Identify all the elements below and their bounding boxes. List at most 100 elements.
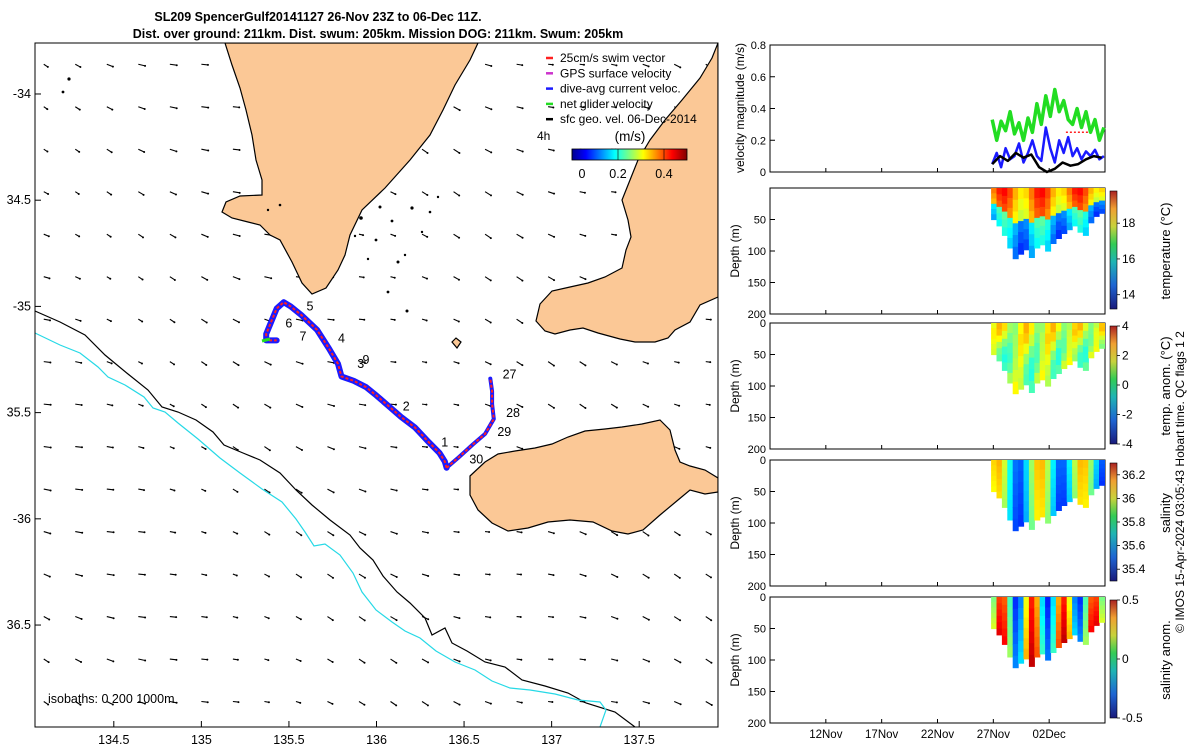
current-vector-head <box>709 576 712 579</box>
current-vector-head <box>489 616 492 619</box>
section-cell <box>996 213 1003 221</box>
section-cell <box>1055 493 1062 503</box>
section-y-tick-label: 0 <box>760 318 766 330</box>
section-cell <box>1066 624 1073 633</box>
current-vector <box>138 531 145 533</box>
current-vector-head <box>709 318 712 321</box>
section-cell <box>1050 634 1057 644</box>
section-cell <box>1055 221 1062 231</box>
section-cell <box>1072 200 1079 208</box>
section-cell <box>1050 206 1057 217</box>
current-vector-head <box>238 106 241 109</box>
section-cell <box>1034 479 1041 491</box>
section-cell <box>1007 372 1014 384</box>
current-vector <box>169 233 176 238</box>
current-vector-head <box>521 107 524 110</box>
current-vector <box>264 403 271 409</box>
section-ylabel: Depth (m) <box>728 359 742 412</box>
current-vector <box>516 361 523 366</box>
current-vector-head <box>583 191 586 194</box>
section-cell <box>1045 481 1052 493</box>
current-vector-head <box>47 661 50 664</box>
section-cell <box>1039 478 1046 489</box>
current-vector-head <box>489 237 492 240</box>
current-vector-head <box>80 361 83 364</box>
section-cell <box>1099 468 1105 474</box>
section-y-tick-label: 150 <box>748 550 766 562</box>
current-vector <box>705 616 712 621</box>
current-vector-head <box>174 531 177 534</box>
section-cell <box>1012 644 1019 657</box>
map-x-tick-label: 136.5 <box>448 733 479 747</box>
current-vector-head <box>457 404 460 407</box>
velocity-ylabel: velocity magnitude (m/s) <box>733 43 747 173</box>
current-vector-head <box>172 405 175 408</box>
current-vector-head <box>331 661 334 664</box>
isobath-label: isobaths: 0 200 1000m <box>48 692 174 706</box>
current-vector-head <box>709 533 712 536</box>
current-vector <box>43 573 51 578</box>
section-cell <box>1072 491 1079 499</box>
section-cell <box>996 329 1003 337</box>
title-line-1: SL209 SpencerGulf20141127 26-Nov 23Z to … <box>154 10 481 24</box>
section-cell <box>1023 188 1030 199</box>
current-vector-head <box>205 574 208 577</box>
current-vector-head <box>49 403 52 406</box>
section-cell <box>1066 597 1073 605</box>
section-y-tick-label: 100 <box>748 655 766 667</box>
current-vector <box>43 446 51 449</box>
current-vector <box>295 403 303 408</box>
current-vector-head <box>490 108 493 111</box>
map-y-axis: -34 34.5 -35 35.5 -36 36.5 <box>7 87 41 632</box>
current-vector-head <box>457 488 460 491</box>
section-cell <box>1088 351 1095 359</box>
section-cell <box>1028 188 1035 201</box>
section-y-tick-label: 0 <box>760 455 766 467</box>
current-vector-head <box>205 321 208 324</box>
current-vector <box>327 531 334 536</box>
current-vector <box>673 63 681 68</box>
current-vector-head <box>394 193 397 196</box>
current-vector-head <box>48 277 51 280</box>
current-vector-head <box>141 320 144 323</box>
isobath-200m <box>35 310 636 727</box>
current-vector-head <box>332 534 335 537</box>
section-cell <box>1018 493 1025 505</box>
current-vector-head <box>490 194 493 197</box>
section-cell <box>1082 330 1089 340</box>
current-vector-head <box>78 235 81 238</box>
section-cell <box>1007 362 1014 374</box>
section-cell <box>1093 469 1100 475</box>
section-cell <box>996 460 1003 467</box>
current-vector-head <box>520 701 523 704</box>
current-vector <box>232 233 240 237</box>
section-cell <box>1099 476 1105 482</box>
map-y-tick-label: 35.5 <box>7 406 31 420</box>
section-cell <box>1034 342 1041 354</box>
section-cell <box>1066 343 1073 352</box>
section-cell <box>1012 235 1019 248</box>
current-vector-head <box>458 703 461 706</box>
section-cell <box>1028 346 1035 359</box>
current-vector <box>138 573 145 576</box>
current-vector-head <box>112 488 115 491</box>
section-cell <box>1072 341 1079 349</box>
eyre-peninsula <box>221 43 479 295</box>
section-cell <box>1088 488 1095 496</box>
current-vector <box>674 701 681 705</box>
current-vector-head <box>552 616 555 619</box>
current-vector <box>138 658 146 662</box>
section-cell <box>1023 648 1030 660</box>
current-vector-head <box>647 576 650 579</box>
section-cell <box>1055 460 1062 469</box>
current-vector-head <box>49 532 52 535</box>
section-cell <box>1018 367 1025 379</box>
current-vector-head <box>521 322 524 325</box>
current-vector-head <box>48 618 51 621</box>
colorbar-tick-label: -2 <box>1122 408 1133 422</box>
current-vector-head <box>112 617 115 620</box>
section-cell <box>1039 370 1046 381</box>
section-cell <box>1001 188 1008 197</box>
